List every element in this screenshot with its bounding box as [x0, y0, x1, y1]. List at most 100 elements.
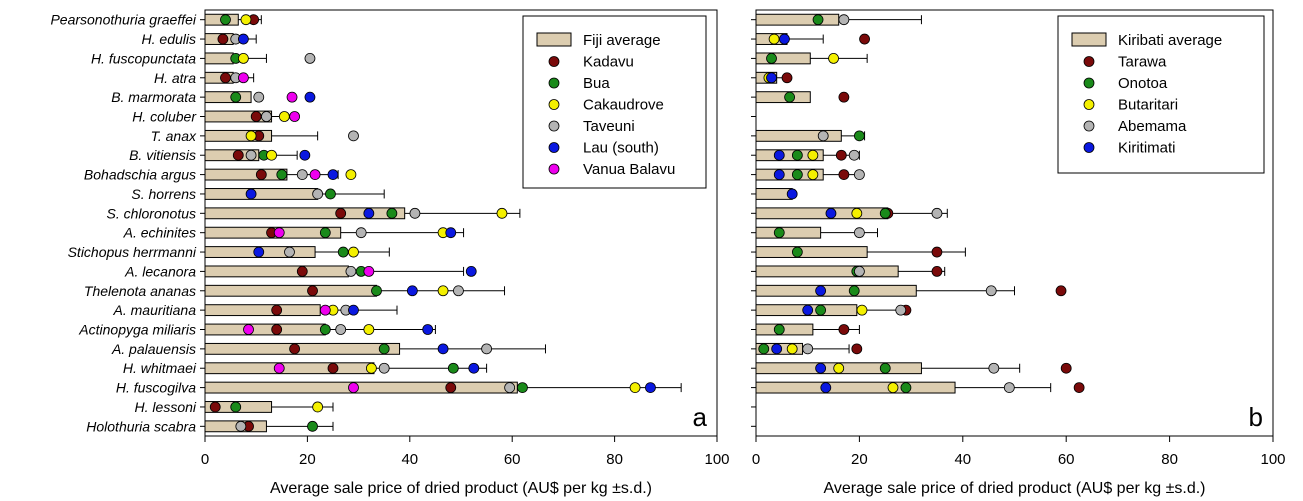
average-bar — [755, 381, 956, 394]
point-tarawa — [851, 343, 863, 355]
legend-marker-abemama — [1083, 120, 1095, 132]
legend-swatch-average — [536, 32, 572, 47]
point-bua — [230, 401, 242, 413]
category-label: H. edulis — [142, 31, 196, 47]
point-taveuni — [348, 130, 359, 142]
legend-marker-butaritari — [1083, 99, 1095, 110]
point-lau-south — [304, 91, 316, 103]
point-lau-south — [348, 304, 359, 316]
point-onotoa — [791, 149, 803, 161]
average-bar — [204, 52, 234, 65]
point-abemama — [985, 285, 997, 297]
category-label: H. atra — [154, 70, 196, 86]
point-onotoa — [812, 14, 824, 26]
point-kadavu — [220, 72, 231, 84]
point-kadavu — [289, 343, 301, 355]
legend-label-kiritimati: Kiritimati — [1118, 140, 1176, 157]
point-onotoa — [848, 285, 860, 297]
category-label: Pearsonothuria graeffei — [50, 12, 196, 28]
category-label: B. marmorata — [111, 89, 196, 105]
legend-marker-taveuni — [548, 120, 560, 132]
point-lau-south — [237, 33, 249, 45]
point-kadavu — [255, 169, 267, 180]
point-lau-south — [645, 382, 656, 393]
point-taveuni — [335, 324, 347, 335]
point-bua — [220, 14, 231, 26]
point-onotoa — [773, 227, 785, 239]
category-label: Actinopyga miliaris — [78, 322, 196, 338]
average-bar — [204, 188, 319, 200]
panel-letter: b — [1249, 402, 1263, 432]
legend-label-bua: Bua — [583, 75, 610, 92]
category-label: Bohadschia argus — [84, 167, 196, 183]
point-taveuni — [453, 285, 464, 297]
point-cakaudrove — [240, 14, 252, 26]
point-kadavu — [296, 266, 308, 277]
x-tick-label: 20 — [851, 451, 868, 468]
point-vanua-balavu — [237, 72, 249, 84]
point-bua — [276, 169, 288, 180]
legend-label-average: Kiribati average — [1118, 32, 1222, 49]
point-kadavu — [271, 304, 283, 316]
point-lau-south — [422, 324, 434, 335]
point-abemama — [854, 266, 865, 277]
category-label: Stichopus herrmanni — [68, 244, 197, 260]
point-butaritari — [887, 382, 899, 393]
point-abemama — [838, 14, 850, 26]
point-lau-south — [437, 343, 449, 355]
average-bar — [204, 265, 349, 278]
average-bar — [755, 207, 889, 220]
point-tarawa — [838, 91, 850, 103]
point-kiritimati — [820, 382, 832, 393]
point-vanua-balavu — [309, 169, 321, 180]
point-cakaudrove — [363, 324, 375, 335]
x-tick-label: 0 — [752, 451, 760, 468]
legend-swatch-average — [1071, 32, 1107, 47]
point-tarawa — [838, 324, 850, 335]
point-abemama — [817, 130, 829, 142]
point-bua — [386, 207, 398, 219]
legend-label-tarawa: Tarawa — [1118, 54, 1167, 71]
point-onotoa — [791, 246, 803, 258]
category-label: S. chloronotus — [107, 205, 197, 221]
point-tarawa — [859, 33, 870, 45]
point-onotoa — [773, 324, 785, 335]
point-bua — [230, 91, 242, 103]
x-tick-label: 80 — [606, 451, 623, 468]
category-label: A. mauritiana — [113, 302, 197, 318]
x-tick-label: 40 — [954, 451, 971, 468]
point-cakaudrove — [496, 207, 508, 219]
x-tick-label: 0 — [201, 451, 209, 468]
point-kadavu — [209, 401, 221, 413]
legend-marker-lau-south — [548, 142, 560, 153]
average-bar — [204, 342, 401, 355]
point-kadavu — [271, 324, 283, 335]
average-bar — [204, 284, 378, 297]
point-onotoa — [766, 53, 777, 64]
point-abemama — [1003, 382, 1015, 393]
point-kiritimati — [773, 169, 785, 180]
category-label: Thelenota ananas — [84, 283, 196, 299]
legend-label-kadavu: Kadavu — [583, 54, 634, 71]
x-tick-label: 80 — [1161, 451, 1178, 468]
point-taveuni — [312, 188, 324, 200]
category-label: H. fuscopunctata — [91, 50, 196, 66]
point-butaritari — [786, 343, 798, 355]
point-bua — [371, 285, 382, 297]
point-abemama — [931, 207, 943, 219]
point-tarawa — [931, 246, 943, 258]
legend: Fiji average Kadavu Bua Cakaudrove Taveuni La… — [522, 15, 707, 189]
average-bar — [204, 362, 375, 375]
point-abemama — [895, 304, 907, 316]
point-lau-south — [445, 227, 457, 239]
point-abemama — [848, 149, 860, 161]
point-tarawa — [781, 72, 793, 84]
point-taveuni — [378, 362, 390, 374]
point-tarawa — [835, 149, 847, 161]
legend: Kiribati average Tarawa Onotoa Butaritari Ab… — [1057, 15, 1265, 174]
legend-label-average: Fiji average — [583, 32, 661, 49]
point-kadavu — [327, 362, 339, 374]
legend-label-taveuni: Taveuni — [583, 118, 635, 135]
x-tick-label: 100 — [1260, 451, 1285, 468]
x-axis-title: Average sale price of dried product (AU$… — [823, 480, 1205, 497]
